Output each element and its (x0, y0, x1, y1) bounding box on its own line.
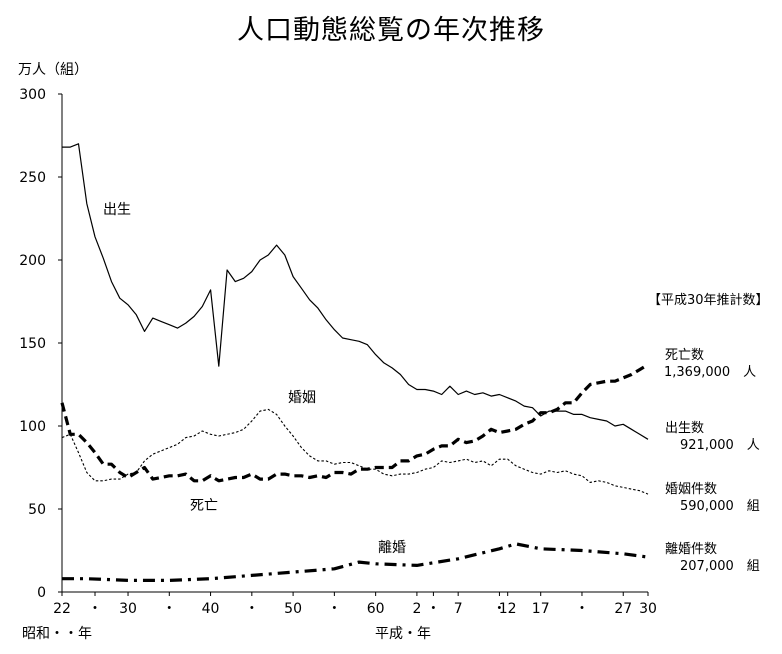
marriages-line (61, 408, 649, 495)
annotation-divorces: 離婚 (378, 539, 406, 556)
y-axis-label: 万人（組） (18, 62, 88, 78)
x-tick-label: 22 (53, 601, 71, 617)
end-label-births: 出生数 (665, 421, 704, 436)
end-value-divorces: 207,000 組 (680, 559, 760, 574)
x-tick-label: 40 (202, 601, 220, 617)
x-tick-label: 27 (614, 601, 632, 617)
x-tick-label: ・ (426, 601, 440, 617)
deaths-line (60, 363, 649, 483)
annotation-births: 出生 (103, 202, 131, 218)
y-tick-label: 50 (28, 502, 46, 518)
y-tick-label: 100 (19, 419, 46, 435)
x-era-heisei-label: 平成・年 (375, 626, 431, 642)
axes (61, 94, 648, 593)
x-tick-label: 60 (367, 601, 385, 617)
x-tick-label: 7 (454, 601, 463, 617)
x-tick-label: ・ (245, 601, 259, 617)
end-label-deaths: 死亡数 (665, 348, 704, 363)
x-tick-label: 12 (499, 601, 517, 617)
y-axis-ticks: 0 50 100 150 200 250 300 (19, 87, 62, 601)
x-tick-label: ・ (88, 601, 102, 617)
end-value-births: 921,000 人 (680, 438, 760, 453)
x-tick-label: 17 (532, 601, 550, 617)
legend-header: 【平成30年推計数】 (648, 292, 769, 308)
x-tick-label: ・ (575, 601, 589, 617)
end-value-marriages: 590,000 組 (680, 499, 760, 514)
y-tick-label: 250 (19, 170, 46, 186)
end-label-divorces: 離婚件数 (665, 542, 717, 557)
y-tick-label: 150 (19, 336, 46, 352)
y-tick-label: 0 (37, 585, 46, 601)
x-tick-label: 2 (412, 601, 421, 617)
births-line (62, 143, 649, 440)
x-tick-label: 30 (119, 601, 137, 617)
x-tick-label: 50 (284, 601, 302, 617)
x-tick-label: 30 (639, 601, 657, 617)
annotation-marriages: 婚姻 (288, 390, 316, 406)
annotation-deaths: 死亡 (190, 498, 218, 514)
x-tick-label: ・ (492, 601, 506, 617)
end-label-marriages: 婚姻件数 (665, 482, 717, 497)
chart-title: 人口動態総覧の年次推移 (237, 15, 545, 46)
end-value-deaths: 1,369,000 人 (664, 365, 756, 380)
divorces-line (62, 542, 649, 583)
x-tick-label: ・ (162, 601, 176, 617)
x-tick-label: ・ (327, 601, 341, 617)
series-lines (60, 143, 649, 583)
y-tick-label: 300 (19, 87, 46, 103)
x-era-showa-label: 昭和・・年 (22, 626, 92, 642)
y-tick-label: 200 (19, 253, 46, 269)
x-axis-ticks: 22 ・ 30 ・ 40 ・ 50 ・ 60 2 ・ 7 ・12 17 ・ 27 30 (53, 592, 657, 617)
